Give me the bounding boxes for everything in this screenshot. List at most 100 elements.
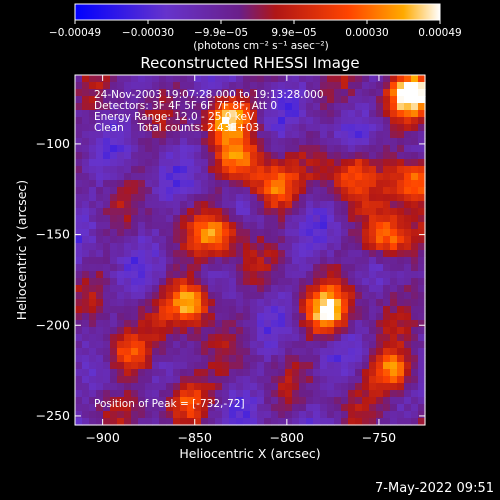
heatmap-cell — [250, 341, 258, 349]
heatmap-cell — [138, 292, 146, 300]
heatmap-cell — [327, 124, 335, 132]
heatmap-cell — [173, 411, 181, 419]
heatmap-cell — [271, 236, 279, 244]
heatmap-cell — [397, 124, 405, 132]
heatmap-cell — [306, 348, 314, 356]
heatmap-cell — [208, 194, 216, 202]
heatmap-cell — [411, 369, 419, 377]
heatmap-cell — [320, 313, 328, 321]
heatmap-cell — [369, 299, 377, 307]
heatmap-cell — [404, 250, 412, 258]
heatmap-cell — [208, 390, 216, 398]
heatmap-cell — [96, 355, 104, 363]
heatmap-cell — [383, 334, 391, 342]
heatmap-cell — [222, 152, 230, 160]
heatmap-cell — [334, 313, 342, 321]
heatmap-cell — [348, 285, 356, 293]
heatmap-cell — [411, 82, 419, 90]
heatmap-cell — [397, 376, 405, 384]
heatmap-cell — [250, 124, 258, 132]
heatmap-cell — [145, 131, 153, 139]
heatmap-cell — [257, 341, 265, 349]
heatmap-cell — [243, 383, 251, 391]
heatmap-cell — [180, 397, 188, 405]
heatmap-cell — [215, 369, 223, 377]
heatmap-cell — [138, 404, 146, 412]
heatmap-cell — [180, 285, 188, 293]
heatmap-cell — [187, 124, 195, 132]
heatmap-cell — [243, 159, 251, 167]
heatmap-cell — [180, 306, 188, 314]
heatmap-cell — [243, 313, 251, 321]
heatmap-cell — [376, 208, 384, 216]
heatmap-cell — [348, 131, 356, 139]
heatmap-cell — [201, 257, 209, 265]
heatmap-cell — [257, 369, 265, 377]
heatmap-cell — [194, 327, 202, 335]
heatmap-cell — [313, 222, 321, 230]
heatmap-cell — [96, 173, 104, 181]
heatmap-cell — [257, 376, 265, 384]
heatmap-cell — [187, 243, 195, 251]
heatmap-cell — [369, 208, 377, 216]
heatmap-cell — [250, 138, 258, 146]
heatmap-cell — [229, 411, 237, 419]
heatmap-cell — [152, 222, 160, 230]
heatmap-cell — [243, 75, 251, 83]
heatmap-cell — [285, 201, 293, 209]
heatmap-cell — [194, 320, 202, 328]
heatmap-cell — [334, 103, 342, 111]
heatmap-cell — [334, 278, 342, 286]
heatmap-cell — [327, 222, 335, 230]
heatmap-cell — [271, 383, 279, 391]
heatmap-cell — [264, 222, 272, 230]
colorbar-tick-label: 0.00049 — [418, 27, 461, 39]
heatmap-cell — [404, 306, 412, 314]
heatmap-cell — [383, 110, 391, 118]
heatmap-cell — [222, 82, 230, 90]
heatmap-cell — [194, 369, 202, 377]
heatmap-cell — [138, 180, 146, 188]
heatmap-cell — [369, 348, 377, 356]
heatmap-cell — [313, 362, 321, 370]
heatmap-cell — [187, 390, 195, 398]
heatmap-cell — [306, 110, 314, 118]
heatmap-cell — [404, 348, 412, 356]
heatmap-cell — [96, 159, 104, 167]
heatmap-cell — [411, 166, 419, 174]
heatmap-cell — [390, 222, 398, 230]
heatmap-cell — [306, 96, 314, 104]
heatmap-cell — [250, 215, 258, 223]
heatmap-cell — [145, 411, 153, 419]
heatmap-cell — [208, 348, 216, 356]
heatmap-cell — [236, 145, 244, 153]
heatmap-cell — [411, 264, 419, 272]
heatmap-cell — [138, 334, 146, 342]
heatmap-cell — [82, 327, 90, 335]
heatmap-cell — [243, 89, 251, 97]
heatmap-cell — [236, 327, 244, 335]
heatmap-cell — [418, 152, 426, 160]
heatmap-cell — [131, 208, 139, 216]
heatmap-cell — [376, 131, 384, 139]
heatmap-cell — [257, 257, 265, 265]
heatmap-cell — [166, 257, 174, 265]
heatmap-cell — [89, 103, 97, 111]
heatmap-cell — [222, 313, 230, 321]
heatmap-cell — [215, 376, 223, 384]
heatmap-cell — [117, 264, 125, 272]
heatmap-cell — [334, 194, 342, 202]
heatmap-cell — [180, 299, 188, 307]
heatmap-cell — [299, 341, 307, 349]
heatmap-cell — [292, 299, 300, 307]
heatmap-cell — [383, 411, 391, 419]
heatmap-cell — [243, 82, 251, 90]
heatmap-cell — [96, 124, 104, 132]
heatmap-cell — [257, 138, 265, 146]
heatmap-cell — [75, 201, 83, 209]
heatmap-cell — [397, 180, 405, 188]
heatmap-cell — [187, 327, 195, 335]
heatmap-cell — [236, 257, 244, 265]
heatmap-cell — [229, 159, 237, 167]
heatmap-cell — [348, 306, 356, 314]
